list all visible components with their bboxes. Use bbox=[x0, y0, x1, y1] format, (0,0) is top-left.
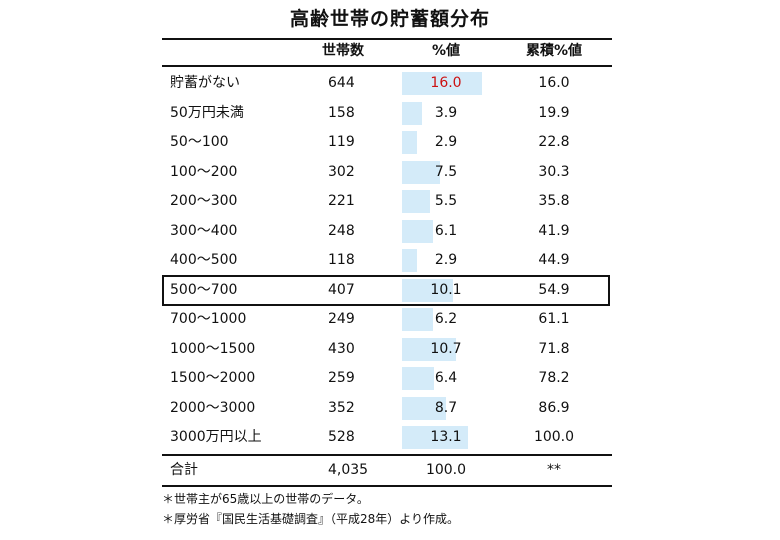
row-label: 3000万円以上 bbox=[170, 429, 262, 445]
pct-cell: 6.1 bbox=[434, 222, 458, 239]
row-label: 50～100 bbox=[170, 134, 229, 150]
total-rule-top bbox=[162, 453, 612, 456]
households-cell: 221 bbox=[328, 193, 355, 209]
pct-bar bbox=[402, 131, 417, 154]
pct-cell: 10.7 bbox=[430, 340, 462, 357]
row-label: 1000～1500 bbox=[170, 340, 256, 357]
table-row: 500～700 407 10.1 54.9 bbox=[162, 276, 612, 306]
row-label: 50万円未満 bbox=[170, 104, 244, 121]
total-pct: 100.0 bbox=[425, 461, 467, 478]
header-cumulative: 累積%値 bbox=[525, 43, 583, 59]
cumulative-cell: 86.9 bbox=[538, 399, 570, 416]
pct-bar bbox=[402, 367, 434, 390]
table-row: 300～400 248 6.1 41.9 bbox=[162, 217, 612, 247]
header-rule bbox=[162, 65, 612, 67]
pct-bar bbox=[402, 101, 422, 125]
pct-cell: 13.1 bbox=[430, 429, 462, 445]
households-cell: 259 bbox=[328, 370, 355, 386]
cumulative-cell: 16.0 bbox=[538, 75, 570, 91]
cumulative-cell: 22.8 bbox=[538, 134, 570, 150]
households-cell: 302 bbox=[328, 163, 355, 180]
cumulative-cell: 100.0 bbox=[533, 429, 575, 445]
row-label: 300～400 bbox=[170, 222, 238, 239]
pct-bar bbox=[402, 308, 433, 331]
table-row: 1000～1500 430 10.7 71.8 bbox=[162, 335, 612, 365]
table-row: 200～300 221 5.5 35.8 bbox=[162, 187, 612, 217]
table-row: 1500～2000 259 6.4 78.2 bbox=[162, 364, 612, 394]
header-pct: %値 bbox=[431, 43, 461, 59]
header-households: 世帯数 bbox=[322, 43, 364, 59]
row-label: 100～200 bbox=[170, 163, 238, 180]
cumulative-cell: 54.9 bbox=[538, 281, 570, 298]
row-label: 500～700 bbox=[170, 281, 238, 298]
table-row: 50～100 119 2.9 22.8 bbox=[162, 128, 612, 158]
pct-bar bbox=[402, 160, 440, 184]
pct-bar bbox=[402, 396, 446, 420]
pct-cell: 2.9 bbox=[434, 134, 458, 150]
pct-cell: 6.2 bbox=[434, 311, 458, 327]
row-label: 200～300 bbox=[170, 193, 238, 209]
top-rule bbox=[162, 38, 612, 40]
pct-bar bbox=[402, 426, 468, 449]
cumulative-cell: 61.1 bbox=[538, 311, 570, 327]
pct-bar bbox=[402, 337, 456, 361]
row-label: 2000～3000 bbox=[170, 399, 256, 416]
pct-cell: 10.1 bbox=[430, 281, 462, 298]
pct-cell: 7.5 bbox=[434, 163, 458, 180]
total-row: 合計 4,035 100.0 ** bbox=[162, 456, 612, 486]
pct-cell: 5.5 bbox=[434, 193, 458, 209]
pct-cell: 16.0 bbox=[430, 75, 462, 91]
cumulative-cell: 19.9 bbox=[538, 104, 570, 121]
total-cumulative: ** bbox=[547, 461, 561, 478]
table-row: 100～200 302 7.5 30.3 bbox=[162, 158, 612, 188]
cumulative-cell: 41.9 bbox=[538, 222, 570, 239]
households-cell: 118 bbox=[328, 252, 355, 268]
pct-cell: 6.4 bbox=[434, 370, 458, 386]
table-row: 3000万円以上 528 13.1 100.0 bbox=[162, 423, 612, 453]
row-label: 貯蓄がない bbox=[170, 75, 240, 91]
table-row: 50万円未満 158 3.9 19.9 bbox=[162, 99, 612, 129]
row-label: 400～500 bbox=[170, 252, 238, 268]
households-cell: 119 bbox=[328, 134, 355, 150]
pct-cell: 3.9 bbox=[434, 104, 458, 121]
note-1: ＊世帯主が65歳以上の世帯のデータ。 bbox=[162, 492, 369, 506]
total-label: 合計 bbox=[170, 461, 198, 478]
total-households: 4,035 bbox=[328, 461, 369, 478]
table-row: 2000～3000 352 8.7 86.9 bbox=[162, 394, 612, 424]
households-cell: 644 bbox=[328, 75, 355, 91]
table-row: 700～1000 249 6.2 61.1 bbox=[162, 305, 612, 335]
pct-bar bbox=[402, 249, 417, 272]
pct-cell: 8.7 bbox=[434, 399, 458, 416]
row-label: 1500～2000 bbox=[170, 370, 256, 386]
pct-bar bbox=[402, 278, 453, 302]
households-cell: 248 bbox=[328, 222, 355, 239]
households-cell: 249 bbox=[328, 311, 355, 327]
households-cell: 158 bbox=[328, 104, 355, 121]
households-cell: 352 bbox=[328, 399, 355, 416]
table-row: 貯蓄がない 644 16.0 16.0 bbox=[162, 69, 612, 99]
households-cell: 430 bbox=[328, 340, 355, 357]
chart-title: 高齢世帯の貯蓄額分布 bbox=[289, 8, 490, 30]
total-rule-bottom bbox=[162, 485, 612, 487]
households-cell: 407 bbox=[328, 281, 355, 298]
cumulative-cell: 78.2 bbox=[538, 370, 570, 386]
highlight-box bbox=[162, 274, 610, 306]
pct-bar bbox=[402, 72, 482, 95]
cumulative-cell: 71.8 bbox=[538, 340, 570, 357]
table-row: 400～500 118 2.9 44.9 bbox=[162, 246, 612, 276]
row-label: 700～1000 bbox=[170, 311, 247, 327]
pct-bar bbox=[402, 190, 430, 213]
cumulative-cell: 44.9 bbox=[538, 252, 570, 268]
pct-bar bbox=[402, 219, 433, 243]
households-cell: 528 bbox=[328, 429, 355, 445]
pct-cell: 2.9 bbox=[434, 252, 458, 268]
cumulative-cell: 30.3 bbox=[538, 163, 570, 180]
note-2: ＊厚労省『国民生活基礎調査』（平成28年）より作成。 bbox=[162, 512, 460, 526]
cumulative-cell: 35.8 bbox=[538, 193, 570, 209]
